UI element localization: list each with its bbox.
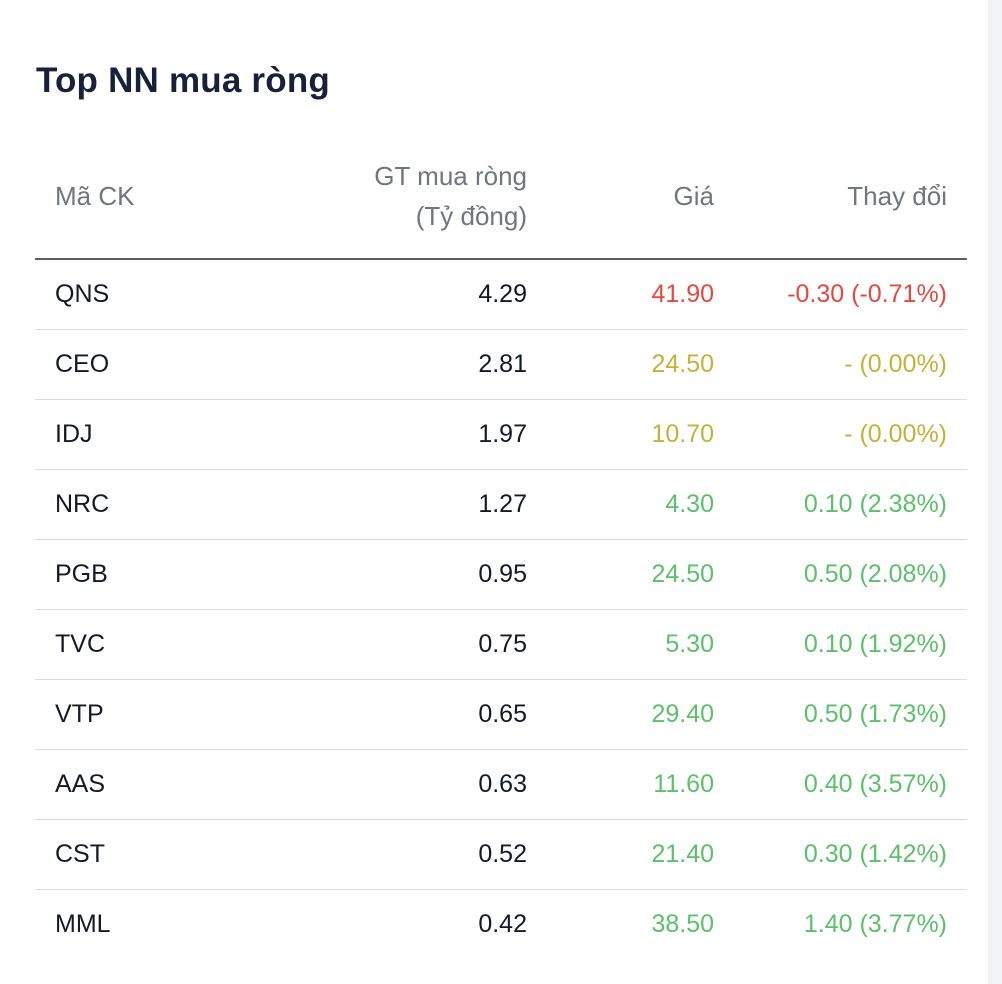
table-header: Mã CK GT mua ròng (Tỷ đồng) Giá Thay đổi bbox=[35, 138, 967, 260]
change-value: 0.50 (1.73%) bbox=[803, 700, 947, 728]
change-value: - (0.00%) bbox=[844, 420, 947, 448]
column-header-net-buy-line2: (Tỷ đồng) bbox=[415, 201, 527, 231]
net-buy-value: 0.75 bbox=[478, 630, 527, 658]
stock-code[interactable]: IDJ bbox=[55, 420, 93, 448]
net-buy-table: Mã CK GT mua ròng (Tỷ đồng) Giá Thay đổi… bbox=[35, 138, 967, 959]
column-header-price: Giá bbox=[673, 181, 714, 211]
net-buy-value: 0.95 bbox=[478, 560, 527, 588]
table-row[interactable]: TVC 0.75 5.30 0.10 (1.92%) bbox=[35, 610, 967, 680]
panel-title: Top NN mua ròng bbox=[36, 61, 330, 100]
table-body: QNS 4.29 41.90 -0.30 (-0.71%) CEO 2.81 2… bbox=[35, 260, 967, 959]
column-header-change: Thay đổi bbox=[847, 181, 947, 211]
net-buy-value: 0.63 bbox=[478, 770, 527, 798]
price-value: 4.30 bbox=[665, 490, 714, 518]
price-value: 29.40 bbox=[651, 700, 714, 728]
net-buy-value: 0.52 bbox=[478, 840, 527, 868]
price-value: 10.70 bbox=[651, 420, 714, 448]
stock-code[interactable]: QNS bbox=[55, 280, 110, 308]
price-value: 41.90 bbox=[651, 280, 714, 308]
price-value: 24.50 bbox=[651, 560, 714, 588]
column-header-net-buy: GT mua ròng (Tỷ đồng) bbox=[227, 156, 527, 236]
table-row[interactable]: PGB 0.95 24.50 0.50 (2.08%) bbox=[35, 540, 967, 610]
change-value: 0.50 (2.08%) bbox=[803, 560, 947, 588]
table-row[interactable]: MML 0.42 38.50 1.40 (3.77%) bbox=[35, 890, 967, 959]
table-row[interactable]: CST 0.52 21.40 0.30 (1.42%) bbox=[35, 820, 967, 890]
change-value: 0.40 (3.57%) bbox=[803, 770, 947, 798]
table-row[interactable]: AAS 0.63 11.60 0.40 (3.57%) bbox=[35, 750, 967, 820]
change-value: -0.30 (-0.71%) bbox=[787, 280, 947, 308]
net-buy-value: 4.29 bbox=[478, 280, 527, 308]
table-row[interactable]: VTP 0.65 29.40 0.50 (1.73%) bbox=[35, 680, 967, 750]
stock-code[interactable]: TVC bbox=[55, 630, 105, 658]
table-row[interactable]: QNS 4.29 41.90 -0.30 (-0.71%) bbox=[35, 260, 967, 330]
net-buy-value: 1.97 bbox=[478, 420, 527, 448]
price-value: 11.60 bbox=[653, 770, 714, 798]
price-value: 21.40 bbox=[651, 840, 714, 868]
change-value: 0.10 (2.38%) bbox=[803, 490, 947, 518]
net-buy-value: 1.27 bbox=[478, 490, 527, 518]
change-value: 0.10 (1.92%) bbox=[803, 630, 947, 658]
price-value: 5.30 bbox=[665, 630, 714, 658]
table-row[interactable]: IDJ 1.97 10.70 - (0.00%) bbox=[35, 400, 967, 470]
column-header-code: Mã CK bbox=[55, 181, 135, 211]
price-value: 38.50 bbox=[651, 910, 714, 938]
stock-code[interactable]: AAS bbox=[55, 770, 106, 798]
change-value: 1.40 (3.77%) bbox=[803, 910, 947, 938]
column-header-net-buy-line1: GT mua ròng bbox=[374, 161, 527, 191]
stock-code[interactable]: VTP bbox=[55, 700, 104, 728]
net-buy-value: 0.42 bbox=[478, 910, 527, 938]
change-value: - (0.00%) bbox=[844, 350, 947, 378]
stock-code[interactable]: CST bbox=[55, 840, 105, 868]
price-value: 24.50 bbox=[651, 350, 714, 378]
stock-code[interactable]: NRC bbox=[55, 490, 110, 518]
net-buy-value: 0.65 bbox=[478, 700, 527, 728]
table-row[interactable]: CEO 2.81 24.50 - (0.00%) bbox=[35, 330, 967, 400]
net-buy-value: 2.81 bbox=[478, 350, 527, 378]
stock-code[interactable]: MML bbox=[55, 910, 111, 938]
table-row[interactable]: NRC 1.27 4.30 0.10 (2.38%) bbox=[35, 470, 967, 540]
stock-code[interactable]: CEO bbox=[55, 350, 110, 378]
stock-code[interactable]: PGB bbox=[55, 560, 108, 588]
change-value: 0.30 (1.42%) bbox=[803, 840, 947, 868]
